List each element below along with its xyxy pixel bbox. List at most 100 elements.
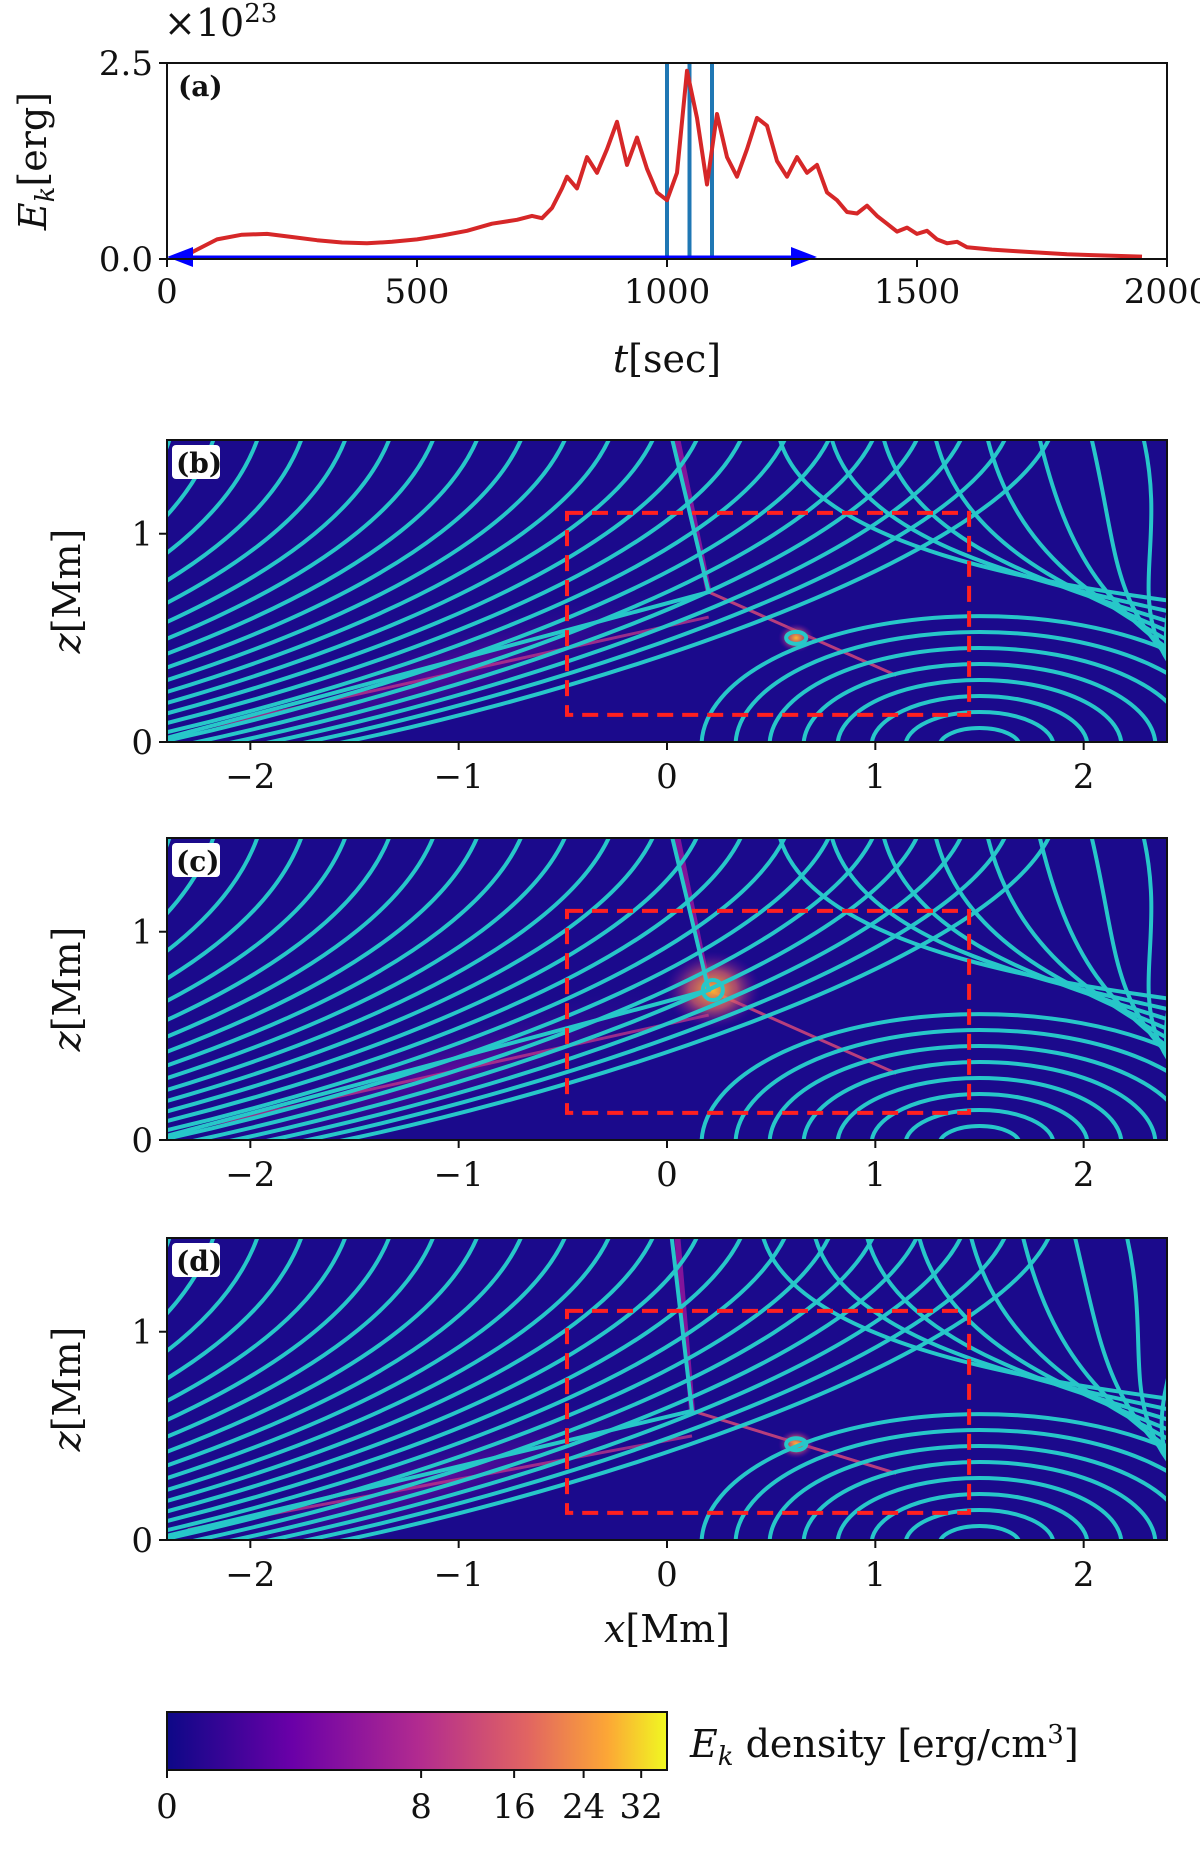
field-line [167, 838, 304, 981]
region-box [565, 1308, 972, 1515]
panel-a-label: (a) [178, 70, 223, 103]
field-line [1173, 1233, 1200, 1530]
field-line [334, 838, 1051, 1140]
field-line [167, 838, 392, 1023]
field-loop [767, 1444, 1167, 1540]
field-line [167, 1238, 260, 1354]
y-tick-label: 1 [131, 515, 153, 555]
arrow-head-left [167, 247, 193, 267]
time-range-arrow [167, 247, 817, 267]
field-line [167, 440, 611, 694]
field-line [1193, 833, 1200, 1214]
field-loop [733, 1028, 1167, 1140]
y-tick-label: 0 [131, 1521, 153, 1561]
field-line [167, 440, 436, 641]
x-tick-label: 0 [656, 757, 678, 797]
x-tick-label: 1500 [874, 272, 961, 312]
field-line [1188, 833, 1200, 1172]
field-line [167, 838, 743, 1124]
field-line [1191, 1233, 1200, 1600]
field-line [167, 440, 699, 716]
field-line [167, 1238, 655, 1503]
field-line [167, 1238, 479, 1454]
arrow-head-right [791, 247, 817, 267]
field-line [167, 1238, 436, 1439]
colorbar-tick-label: 16 [492, 1787, 535, 1827]
panel-a-xlabel: t[sec] [613, 337, 721, 381]
field-line [1189, 1233, 1200, 1586]
field-line [167, 440, 392, 625]
field-loop [767, 1044, 1167, 1140]
y-tick-label: 1 [131, 913, 153, 953]
y-axis-label: z[Mm] [45, 529, 89, 655]
field-line [1193, 1233, 1200, 1614]
field-loop [938, 1124, 1021, 1140]
field-line [224, 838, 919, 1140]
field-loop [903, 1108, 1056, 1140]
field-line [830, 838, 1167, 1011]
field-line [778, 440, 1167, 603]
field-line [261, 838, 963, 1140]
field-line [297, 1238, 1007, 1540]
region-box [565, 908, 972, 1115]
field-line [1187, 1233, 1200, 1572]
x-tick-label: 2 [1073, 1155, 1095, 1195]
field-line [985, 440, 1167, 643]
field-line [1141, 838, 1167, 1061]
field-loop [767, 646, 1167, 742]
field-line [167, 838, 611, 1092]
colorbar-label: Ek density [erg/cm3] [689, 1720, 1079, 1772]
field-line [167, 440, 216, 519]
field-line [167, 440, 831, 742]
field-line [167, 1238, 699, 1514]
field-line [167, 838, 260, 954]
field-line [187, 1238, 875, 1540]
field-line [917, 1238, 1167, 1432]
field-line [224, 440, 919, 742]
field-line [167, 1238, 392, 1423]
field-line [167, 440, 348, 606]
field-loop [699, 1012, 1167, 1140]
field-line [969, 1238, 1167, 1441]
field-line [167, 1238, 304, 1381]
x-tick-label: −2 [225, 1555, 275, 1595]
field-line [1190, 833, 1200, 1186]
x-tick-label: 2 [1073, 757, 1095, 797]
field-line [167, 838, 348, 1004]
x-tick-label: −1 [434, 757, 484, 797]
field-line [1073, 1238, 1167, 1457]
x-tick-label: 2000 [1124, 272, 1200, 312]
field-line [167, 1238, 743, 1524]
field-line [1185, 833, 1200, 1158]
x-tick-label: 0 [656, 1555, 678, 1595]
field-line [1179, 1233, 1200, 1544]
field-loop [835, 678, 1124, 742]
field-line [1021, 1238, 1167, 1450]
field-line [1037, 440, 1167, 651]
separatrix [167, 1238, 695, 1538]
field-line [1193, 435, 1200, 816]
y-multiplier: ×1023 [164, 0, 277, 45]
y-axis-label: z[Mm] [45, 927, 89, 1053]
field-line [167, 1238, 787, 1533]
field-loop [835, 1076, 1124, 1140]
colorbar: 0 8 16 24 32 Ek density [erg/cm3] [156, 1711, 1079, 1827]
field-line [167, 1238, 611, 1492]
field-line [167, 838, 787, 1133]
panel-d-heatmap: (d) −2 −1 0 1 2 0 1 z[Mm] [45, 1233, 1200, 1614]
field-line [167, 1238, 216, 1317]
y-tick-label: 1 [131, 1313, 153, 1353]
field-line [167, 838, 567, 1081]
x-tick-label: 1000 [624, 272, 711, 312]
field-loop [801, 1060, 1158, 1140]
field-loop [938, 726, 1021, 742]
field-line [167, 440, 304, 583]
field-line [167, 838, 699, 1114]
field-loop [869, 1492, 1090, 1540]
colorbar-tick-label: 8 [410, 1787, 432, 1827]
field-line [334, 1238, 1051, 1540]
field-line [167, 440, 655, 705]
field-line [1141, 440, 1167, 663]
panel-label: (c) [176, 845, 220, 878]
field-line [334, 440, 1051, 742]
